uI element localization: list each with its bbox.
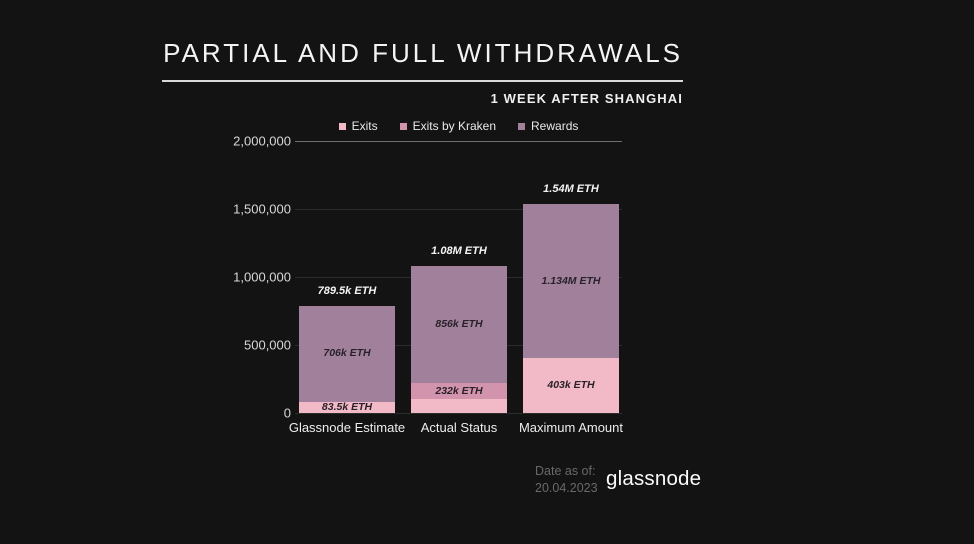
bar-segment-exits: 83.5k ETH: [299, 401, 395, 413]
gridline-0: [295, 413, 622, 414]
legend-label: Exits by Kraken: [412, 119, 497, 133]
bar-segment-exits: [411, 399, 507, 413]
segment-value-label: 856k ETH: [435, 318, 483, 331]
bar-actual-status: 856k ETH 232k ETH 1.08M ETH: [411, 245, 507, 413]
date-label: Date as of:: [535, 464, 596, 478]
bar-segment-exits: 403k ETH: [523, 358, 619, 413]
y-axis-tick-label: 1,500,000: [233, 201, 291, 217]
segment-value-label: 706k ETH: [323, 347, 371, 360]
bar-total-label: 1.08M ETH: [431, 245, 487, 258]
bar-glassnode-estimate: 706k ETH 83.5k ETH 789.5k ETH: [299, 285, 395, 413]
bar-total-label: 789.5k ETH: [317, 284, 377, 297]
y-axis-tick-label: 1,000,000: [233, 269, 291, 285]
legend-label: Exits: [351, 119, 378, 133]
legend-swatch-icon: [338, 122, 346, 130]
x-axis-category-label: Glassnode Estimate: [288, 420, 406, 435]
chart-header: PARTIAL AND FULL WITHDRAWALS 1 WEEK AFTE…: [162, 38, 683, 106]
x-axis-category-label: Maximum Amount: [518, 420, 624, 435]
legend-item-exits: Exits: [338, 119, 378, 133]
plot-area: 706k ETH 83.5k ETH 789.5k ETH 856k ETH 232k …: [295, 141, 622, 414]
bar-total-label: 1.54M ETH: [543, 182, 599, 195]
glassnode-logo: glassnode: [606, 467, 702, 490]
segment-value-label: 83.5k ETH: [321, 401, 373, 413]
chart-subtitle: 1 WEEK AFTER SHANGHAI: [490, 91, 683, 106]
legend-item-exits-by-kraken: Exits by Kraken: [399, 119, 497, 133]
date-stamp: Date as of: 20.04.2023: [535, 463, 598, 497]
y-axis-tick-label: 2,000,000: [233, 133, 291, 149]
y-axis-tick-label: 500,000: [244, 337, 291, 353]
bar-segment-rewards: 856k ETH: [411, 266, 507, 383]
y-axis-tick-label: 0: [283, 405, 291, 421]
bar-maximum-amount: 1.134M ETH 403k ETH 1.54M ETH: [523, 183, 619, 413]
gridline-1500000: [295, 209, 622, 210]
bar-segment-rewards: 1.134M ETH: [523, 203, 619, 359]
legend-label: Rewards: [531, 119, 579, 133]
legend-item-rewards: Rewards: [518, 119, 578, 133]
chart-legend: Exits Exits by Kraken Rewards: [295, 119, 622, 133]
legend-swatch-icon: [518, 122, 526, 130]
bar-segment-exits-by-kraken: 232k ETH: [411, 382, 507, 400]
page-title: PARTIAL AND FULL WITHDRAWALS: [162, 38, 683, 82]
date-value: 20.04.2023: [535, 480, 598, 495]
x-axis-category-label: Actual Status: [420, 420, 498, 435]
segment-value-label: 403k ETH: [547, 379, 595, 392]
bar-segment-rewards: 706k ETH: [299, 305, 395, 402]
segment-value-label: 1.134M ETH: [541, 274, 601, 287]
legend-swatch-icon: [399, 122, 407, 130]
gridline-2000000: [295, 141, 622, 142]
segment-value-label: 232k ETH: [435, 384, 483, 397]
